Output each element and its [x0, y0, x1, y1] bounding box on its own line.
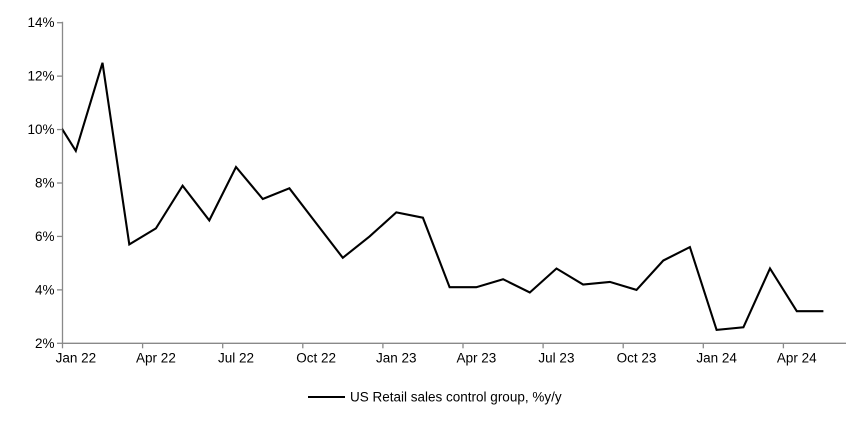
y-tick-label: 2% — [35, 336, 55, 351]
x-tick-label: Apr 23 — [456, 350, 496, 365]
legend-label: US Retail sales control group, %y/y — [350, 390, 562, 405]
x-tick-label: Jul 22 — [218, 350, 254, 365]
x-tick-label: Jul 23 — [538, 350, 574, 365]
x-tick-label: Jan 24 — [696, 350, 737, 365]
x-tick-label: Apr 22 — [136, 350, 176, 365]
y-tick-label: 6% — [35, 229, 55, 244]
legend: US Retail sales control group, %y/y — [308, 390, 562, 405]
series-line-us-retail-control-group — [62, 62, 824, 332]
y-tick-label: 14% — [27, 15, 54, 30]
y-tick-label: 12% — [27, 69, 54, 84]
y-tick-label: 10% — [27, 122, 54, 137]
y-tick-label: 4% — [35, 282, 55, 297]
y-tick-label: 8% — [35, 176, 55, 191]
y-axis: 14% 12% 10% 8% 6% 4% 2% — [27, 15, 64, 351]
x-tick-label: Jan 23 — [376, 350, 417, 365]
x-tick-label: Apr 24 — [777, 350, 817, 365]
x-tick-label: Oct 22 — [296, 350, 336, 365]
x-tick-label: Oct 23 — [617, 350, 657, 365]
x-axis: Jan 22 Apr 22 Jul 22 Oct 22 Jan 23 Apr 23 Jul … — [56, 342, 846, 365]
x-tick-label: Jan 22 — [56, 350, 97, 365]
series-group — [62, 62, 824, 332]
